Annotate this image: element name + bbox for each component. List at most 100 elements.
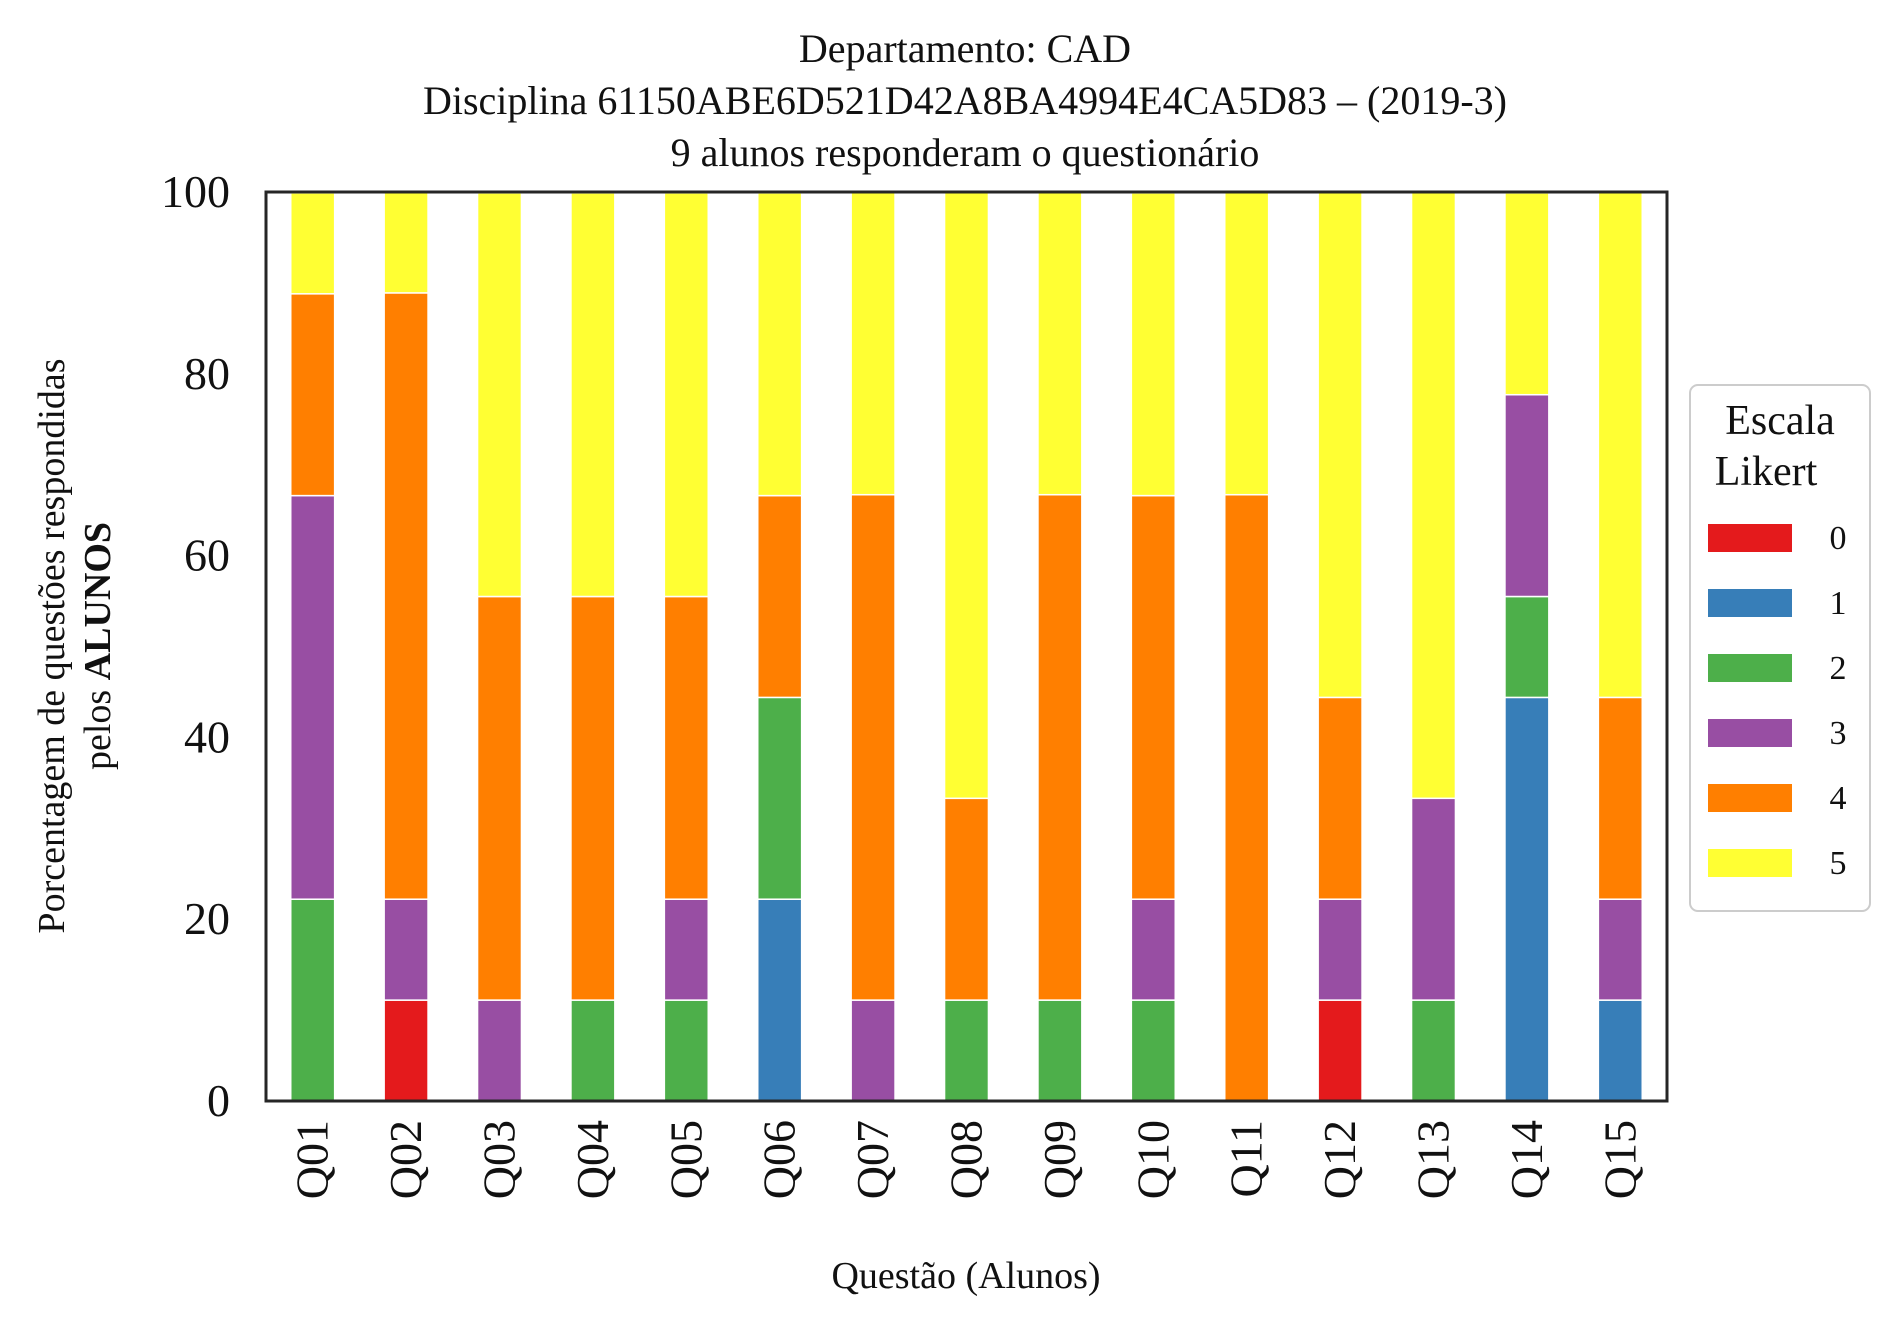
x-tick-label: Q14 [1501, 1120, 1552, 1199]
legend-swatch-0 [1708, 524, 1792, 552]
y-tick-label: 20 [184, 893, 230, 944]
y-axis-label-line-1: Porcentagem de questões respondidas [31, 358, 73, 933]
bar-segment-Q02-likert-4 [383, 292, 429, 900]
legend-label-4: 4 [1830, 780, 1847, 817]
bars-group [290, 191, 1643, 1102]
chart-title-line-1: Departamento: CAD [799, 26, 1131, 71]
legend-box [1689, 384, 1871, 912]
plot-frame [264, 190, 1669, 1103]
legend-label-1: 1 [1830, 585, 1847, 622]
x-tick-label: Q08 [941, 1120, 992, 1199]
bar-segment-Q14-likert-3 [1504, 393, 1550, 598]
bar-segment-Q07-likert-5 [850, 191, 896, 496]
legend-title-line-1: Escala [1725, 398, 1835, 444]
bar-segment-Q04-likert-4 [570, 595, 616, 1001]
chart-title-line-2: Disciplina 61150ABE6D521D42A8BA4994E4CA5… [423, 78, 1507, 123]
y-tick-label: 40 [184, 711, 230, 762]
legend-swatch-3 [1708, 719, 1792, 747]
bar-segment-Q15-likert-4 [1597, 696, 1643, 900]
bar-segment-Q13-likert-5 [1410, 191, 1457, 800]
bar-segment-Q01-likert-3 [290, 494, 336, 900]
bar-segment-Q03-likert-3 [476, 999, 523, 1102]
bar-segment-Q04-likert-2 [570, 999, 616, 1102]
legend-swatch-1 [1708, 589, 1792, 617]
bar-segment-Q07-likert-4 [850, 493, 896, 1001]
bar-segment-Q05-likert-2 [663, 999, 709, 1102]
x-tick-label: Q01 [287, 1120, 338, 1199]
legend-swatch-2 [1708, 654, 1792, 682]
y-axis-label-line-2: pelos ALUNOS [77, 522, 119, 770]
y-tick-label: 60 [184, 530, 230, 581]
bar-segment-Q01-likert-2 [290, 898, 336, 1102]
y-axis-label-bold: ALUNOS [77, 522, 119, 680]
bar-segment-Q04-likert-5 [570, 192, 616, 598]
bar-segment-Q12-likert-3 [1317, 898, 1363, 1001]
y-axis-ticks: 0 20 40 60 80 100 [161, 166, 230, 1126]
bar-segment-Q03-likert-5 [476, 192, 523, 598]
bar-segment-Q14-likert-2 [1504, 595, 1550, 699]
bar-segment-Q02-likert-5 [383, 191, 429, 294]
bar-segment-Q09-likert-5 [1037, 191, 1083, 496]
bar-segment-Q10-likert-2 [1130, 999, 1176, 1102]
legend: Escala Likert 0 1 2 3 4 5 [1689, 384, 1871, 912]
bar-segment-Q06-likert-1 [757, 898, 803, 1102]
bar-segment-Q15-likert-3 [1597, 898, 1643, 1001]
bar-segment-Q06-likert-4 [757, 494, 803, 699]
legend-swatch-5 [1708, 849, 1792, 877]
x-tick-label: Q04 [567, 1120, 618, 1199]
x-tick-label: Q10 [1127, 1120, 1178, 1199]
bar-segment-Q14-likert-1 [1504, 696, 1550, 1102]
x-axis-label: Questão (Alunos) [831, 1255, 1100, 1297]
bar-segment-Q15-likert-5 [1597, 191, 1643, 699]
bar-segment-Q15-likert-1 [1597, 999, 1643, 1102]
x-tick-label: Q15 [1594, 1120, 1645, 1199]
bar-segment-Q06-likert-2 [757, 696, 803, 900]
x-tick-label: Q11 [1221, 1120, 1272, 1198]
bar-segment-Q12-likert-5 [1317, 191, 1363, 699]
bar-segment-Q12-likert-4 [1317, 696, 1363, 900]
bar-segment-Q03-likert-4 [476, 595, 523, 1001]
y-axis-label: Porcentagem de questões respondidas pelo… [31, 358, 119, 933]
bar-segment-Q14-likert-5 [1504, 192, 1550, 396]
bar-segment-Q01-likert-4 [290, 293, 336, 497]
y-tick-label: 80 [184, 348, 230, 399]
y-axis-label-prefix: pelos [77, 680, 119, 770]
bar-segment-Q10-likert-4 [1130, 494, 1176, 900]
bar-segment-Q07-likert-3 [850, 999, 896, 1102]
bar-segment-Q05-likert-4 [663, 595, 709, 900]
x-tick-label: Q07 [847, 1120, 898, 1199]
y-tick-label: 100 [161, 166, 230, 217]
y-tick-label: 0 [207, 1075, 230, 1126]
bar-segment-Q13-likert-2 [1410, 999, 1457, 1102]
legend-title-line-2: Likert [1715, 449, 1818, 495]
x-tick-label: Q12 [1314, 1120, 1365, 1199]
bar-segment-Q13-likert-3 [1410, 797, 1457, 1001]
legend-label-5: 5 [1830, 845, 1847, 882]
bar-segment-Q06-likert-5 [757, 192, 803, 497]
chart-title-line-3: 9 alunos responderam o questionário [671, 130, 1260, 175]
legend-swatch-4 [1708, 784, 1792, 812]
bar-segment-Q10-likert-3 [1130, 898, 1176, 1001]
bar-segment-Q05-likert-5 [663, 192, 709, 598]
bar-segment-Q02-likert-0 [383, 999, 429, 1102]
legend-items: 0 1 2 3 4 5 [1708, 520, 1847, 882]
bar-segment-Q08-likert-2 [943, 999, 990, 1102]
x-tick-label: Q06 [754, 1120, 805, 1199]
x-tick-label: Q09 [1034, 1120, 1085, 1199]
bar-segment-Q08-likert-5 [943, 191, 990, 800]
bar-segment-Q08-likert-4 [943, 797, 990, 1001]
bar-segment-Q09-likert-2 [1037, 999, 1083, 1102]
bar-segment-Q01-likert-5 [290, 192, 336, 295]
bar-segment-Q12-likert-0 [1317, 999, 1363, 1102]
legend-label-3: 3 [1830, 715, 1847, 752]
bar-segment-Q09-likert-4 [1037, 493, 1083, 1001]
bar-segment-Q11-likert-4 [1224, 493, 1270, 1102]
x-tick-label: Q13 [1408, 1120, 1459, 1199]
bar-segment-Q11-likert-5 [1224, 191, 1270, 496]
legend-label-0: 0 [1830, 520, 1847, 557]
x-tick-label: Q05 [660, 1120, 711, 1199]
legend-label-2: 2 [1830, 650, 1847, 687]
x-tick-label: Q03 [474, 1120, 525, 1199]
bar-segment-Q05-likert-3 [663, 898, 709, 1001]
